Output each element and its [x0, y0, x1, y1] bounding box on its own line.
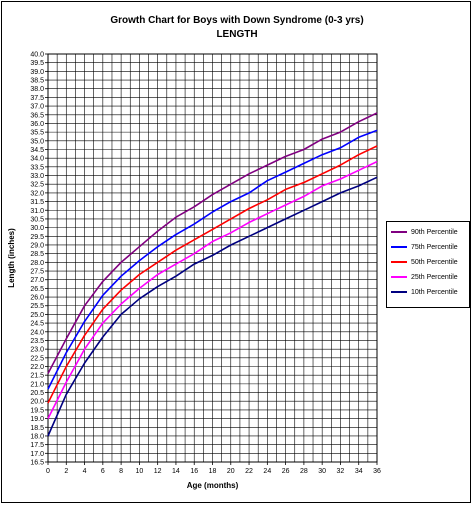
- y-tick-label: 19.5: [30, 407, 44, 414]
- y-tick-label: 21.5: [30, 373, 44, 380]
- y-tick-label: 20.0: [30, 399, 44, 406]
- legend-swatch-50th: [391, 261, 407, 264]
- y-tick-label: 35.5: [30, 130, 44, 137]
- y-tick-label: 25.0: [30, 312, 44, 319]
- x-tick-label: 34: [355, 468, 363, 475]
- chart-title: Growth Chart for Boys with Down Syndrome…: [110, 15, 364, 26]
- y-tick-label: 23.5: [30, 338, 44, 345]
- x-tick-label: 30: [318, 468, 326, 475]
- x-tick-label: 22: [245, 468, 253, 475]
- series-line-2: [47, 145, 378, 404]
- legend-swatch-75th: [391, 246, 407, 249]
- y-tick-label: 18.0: [30, 433, 44, 440]
- y-tick-label: 27.5: [30, 269, 44, 276]
- y-tick-label: 38.0: [30, 86, 44, 93]
- y-tick-label: 22.5: [30, 355, 44, 362]
- y-tick-label: 24.0: [30, 329, 44, 336]
- series-line-3: [47, 160, 378, 419]
- y-tick-label: 27.0: [30, 277, 44, 284]
- y-axis-ticks: 16.5 17.0 17.5 18.018.5 19.0 19.520.0 20.5 21.0…: [30, 52, 48, 467]
- x-tick-label: 8: [119, 468, 123, 475]
- y-tick-label: 29.5: [30, 234, 44, 241]
- y-tick-label: 30.0: [30, 225, 44, 232]
- y-tick-label: 39.5: [30, 60, 44, 67]
- x-tick-label: 14: [172, 468, 180, 475]
- x-tick-label: 4: [83, 468, 87, 475]
- y-tick-label: 26.5: [30, 286, 44, 293]
- y-tick-label: 37.5: [30, 95, 44, 102]
- x-tick-label: 10: [135, 468, 143, 475]
- y-tick-label: 36.5: [30, 112, 44, 119]
- y-tick-label: 37.0: [30, 104, 44, 111]
- y-tick-label: 23.0: [30, 347, 44, 354]
- legend-item-10th: 10th Percentile: [391, 287, 458, 299]
- x-axis-label: Age (months): [187, 481, 239, 490]
- y-tick-label: 25.5: [30, 303, 44, 310]
- y-tick-label: 36.0: [30, 121, 44, 128]
- y-tick-label: 21.0: [30, 381, 44, 388]
- x-tick-label: 18: [209, 468, 217, 475]
- y-tick-label: 34.0: [30, 156, 44, 163]
- x-tick-label: 0: [46, 468, 50, 475]
- y-tick-label: 22.0: [30, 364, 44, 371]
- chart-subtitle: LENGTH: [216, 29, 258, 40]
- y-tick-label: 24.5: [30, 321, 44, 328]
- y-tick-label: 28.5: [30, 251, 44, 258]
- legend-swatch-10th: [391, 291, 407, 294]
- y-tick-label: 18.5: [30, 425, 44, 432]
- x-tick-label: 2: [64, 468, 68, 475]
- y-tick-label: 34.5: [30, 147, 44, 154]
- x-tick-label: 24: [263, 468, 271, 475]
- y-tick-label: 30.5: [30, 216, 44, 223]
- x-tick-label: 16: [190, 468, 198, 475]
- series-line-4: [47, 176, 378, 437]
- y-tick-label: 16.5: [30, 460, 44, 467]
- grid-lines: [47, 53, 378, 463]
- series-line-1: [47, 129, 378, 390]
- legend-label-75th: 75th Percentile: [411, 244, 458, 251]
- x-tick-label: 36: [373, 468, 381, 475]
- x-tick-label: 12: [154, 468, 162, 475]
- x-tick-label: 32: [337, 468, 345, 475]
- x-tick-label: 20: [227, 468, 235, 475]
- legend-label-90th: 90th Percentile: [411, 229, 458, 236]
- y-tick-label: 17.5: [30, 442, 44, 449]
- legend-item-50th: 50th Percentile: [391, 257, 458, 269]
- y-tick-label: 39.0: [30, 69, 44, 76]
- legend-item-90th: 90th Percentile: [391, 227, 458, 239]
- y-tick-label: 28.0: [30, 260, 44, 267]
- y-tick-label: 33.0: [30, 173, 44, 180]
- x-tick-label: 6: [101, 468, 105, 475]
- x-axis-ticks: 0 2 4 6 8 10 12 14 16 18 20 22 24 26 28 30 32 34 36: [46, 462, 381, 475]
- y-tick-label: 31.5: [30, 199, 44, 206]
- series-lines: [47, 112, 378, 437]
- legend-item-25th: 25th Percentile: [391, 272, 458, 284]
- y-tick-label: 40.0: [30, 52, 44, 59]
- legend-item-75th: 75th Percentile: [391, 242, 458, 254]
- y-tick-label: 26.0: [30, 295, 44, 302]
- series-line-0: [47, 112, 378, 374]
- legend: 90th Percentile 75th Percentile 50th Per…: [386, 221, 470, 308]
- legend-label-10th: 10th Percentile: [411, 289, 458, 296]
- legend-swatch-25th: [391, 276, 407, 279]
- y-tick-label: 19.0: [30, 416, 44, 423]
- y-tick-label: 38.5: [30, 78, 44, 85]
- y-tick-label: 32.0: [30, 190, 44, 197]
- y-tick-label: 32.5: [30, 182, 44, 189]
- y-tick-label: 35.0: [30, 138, 44, 145]
- y-tick-label: 31.0: [30, 208, 44, 215]
- y-tick-label: 29.0: [30, 242, 44, 249]
- legend-label-50th: 50th Percentile: [411, 259, 458, 266]
- y-tick-label: 33.5: [30, 164, 44, 171]
- y-tick-label: 20.5: [30, 390, 44, 397]
- legend-label-25th: 25th Percentile: [411, 274, 458, 281]
- legend-swatch-90th: [391, 231, 407, 234]
- y-axis-label: Length (inches): [7, 228, 16, 288]
- y-tick-label: 17.0: [30, 451, 44, 458]
- x-tick-label: 26: [282, 468, 290, 475]
- x-tick-label: 28: [300, 468, 308, 475]
